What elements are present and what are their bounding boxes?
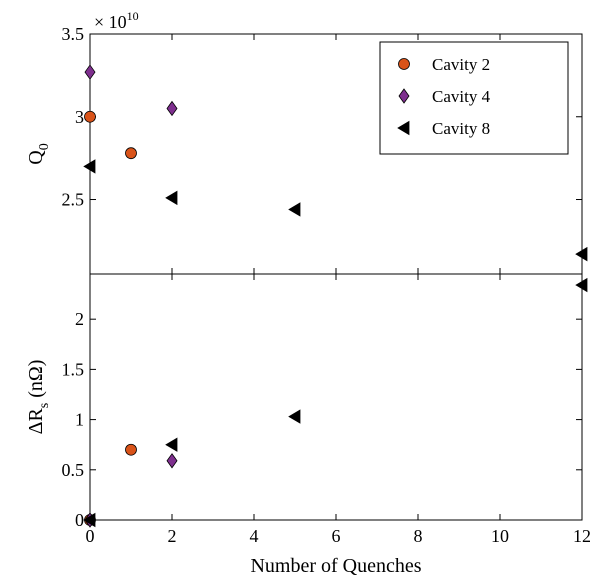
x-tick-label: 8	[414, 526, 423, 546]
bottom-point-triangle-left	[83, 512, 96, 528]
legend-box	[379, 41, 569, 155]
top-point-circle	[84, 110, 96, 123]
legend-marker-diamond	[398, 88, 410, 104]
top-y-tick-label: 3.5	[62, 24, 85, 44]
bottom-y-tick-label: 0.5	[62, 460, 85, 480]
x-axis-label: Number of Quenches	[250, 555, 421, 577]
legend-label: Cavity 2	[432, 55, 490, 74]
top-data-marks	[83, 64, 588, 262]
top-point-triangle-left	[83, 159, 96, 174]
top-y-axis-label: Q0	[25, 143, 52, 164]
legend-marker-triangle-left	[397, 120, 410, 136]
top-y-tick-label: 3	[75, 107, 84, 127]
x-tick-label: 2	[168, 526, 177, 546]
top-point-diamond	[84, 64, 96, 80]
x-tick-label: 4	[250, 526, 259, 546]
bottom-panel: 0 0.5 1 1.5 2 0 2 4 6 8 10 12 ΔRs (nΩ) Number of Q…	[25, 273, 590, 577]
x-tick-label: 0	[86, 526, 95, 546]
top-point-diamond	[166, 100, 178, 117]
bottom-point-triangle-left	[165, 437, 178, 452]
bottom-y-axis-label: ΔRs (nΩ)	[25, 360, 52, 435]
bottom-y-tick-label: 2	[75, 309, 84, 329]
bottom-point-triangle-left	[288, 409, 301, 424]
x-tick-label: 6	[332, 526, 341, 546]
top-exponent-label: × 1010	[94, 9, 139, 32]
bottom-y-tick-label: 0	[75, 510, 84, 530]
top-point-triangle-left	[575, 246, 588, 262]
legend-items: Cavity 2 Cavity 4 Cavity 8	[397, 55, 491, 138]
legend-label: Cavity 8	[432, 119, 490, 138]
top-point-circle	[125, 147, 137, 160]
bottom-point-diamond	[166, 453, 178, 469]
top-point-triangle-left	[165, 190, 178, 206]
x-tick-label: 10	[491, 526, 509, 546]
legend-label: Cavity 4	[432, 87, 491, 106]
bottom-y-tick-label: 1	[75, 410, 84, 430]
x-tick-label: 12	[573, 526, 590, 546]
top-point-triangle-left	[288, 202, 301, 217]
bottom-data-marks	[83, 277, 588, 528]
bottom-y-tick-label: 1.5	[62, 359, 85, 379]
legend-marker-circle	[398, 58, 410, 70]
top-y-tick-label: 2.5	[62, 190, 85, 210]
bottom-plot-frame	[89, 273, 583, 521]
bottom-point-triangle-left	[575, 277, 588, 293]
bottom-x-ticks: 0 2 4 6 8 10 12	[86, 274, 590, 546]
legend: Cavity 2 Cavity 4 Cavity 8	[379, 41, 569, 155]
bottom-y-ticks: 0 0.5 1 1.5 2	[62, 309, 582, 530]
bottom-point-circle	[125, 443, 137, 456]
